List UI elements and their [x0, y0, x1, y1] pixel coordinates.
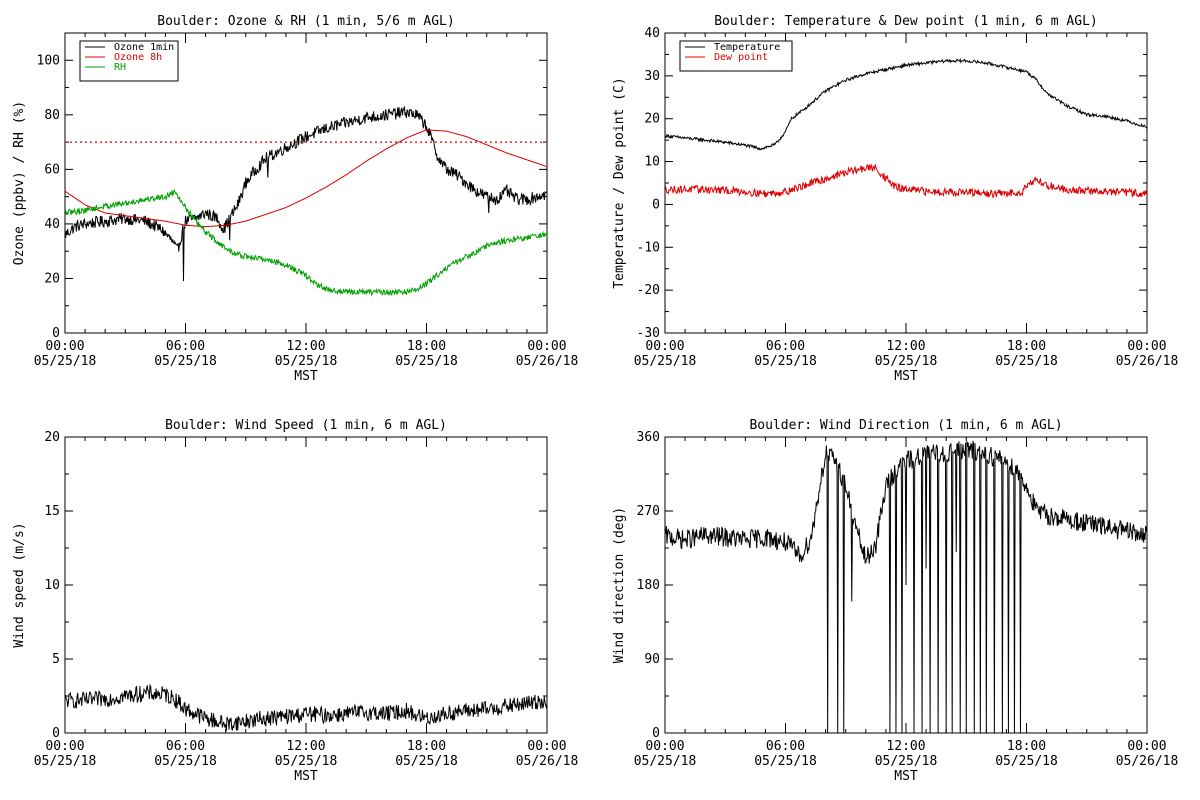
y-tick-label: 0 [52, 726, 60, 741]
x-tick-label-time: 12:00 [286, 739, 325, 754]
series-line-ozone-8h [65, 129, 547, 228]
chart-temp_dew: Boulder: Temperature & Dew point (1 min,… [612, 14, 1178, 384]
x-axis-label: MST [294, 369, 318, 384]
x-tick-label-time: 06:00 [766, 339, 805, 354]
y-tick-label: 30 [644, 69, 660, 84]
x-tick-label-date: 05/25/18 [995, 354, 1058, 369]
x-tick-label-time: 00:00 [1127, 739, 1166, 754]
x-tick-label-date: 05/25/18 [395, 754, 458, 769]
x-tick-label-time: 12:00 [886, 739, 925, 754]
y-axis-label: Wind speed (m/s) [12, 522, 27, 647]
x-tick-label-date: 05/25/18 [875, 354, 938, 369]
x-tick-label-date: 05/25/18 [275, 754, 338, 769]
y-tick-label: 15 [44, 504, 60, 519]
y-tick-label: 90 [644, 652, 660, 667]
x-tick-label-date: 05/25/18 [634, 354, 697, 369]
x-tick-label-time: 18:00 [1007, 339, 1046, 354]
y-tick-label: -30 [637, 326, 660, 341]
legend-box [679, 40, 793, 72]
y-tick-label: 180 [637, 578, 660, 593]
x-tick-label-date: 05/25/18 [34, 754, 97, 769]
chart-wind_speed: Boulder: Wind Speed (1 min, 6 m AGL) 0 5 10… [12, 418, 578, 784]
x-tick-label-date: 05/26/18 [1116, 754, 1179, 769]
series-line-temperature [665, 57, 1147, 151]
y-axis-label: Temperature / Dew point (C) [612, 77, 627, 288]
y-tick-label: 20 [44, 430, 60, 445]
x-tick-label-date: 05/25/18 [754, 354, 817, 369]
y-tick-label: 5 [52, 652, 60, 667]
x-tick-label-date: 05/25/18 [634, 754, 697, 769]
series-line-data [665, 440, 1147, 733]
x-tick-label-time: 06:00 [166, 739, 205, 754]
y-tick-label: 40 [644, 26, 660, 41]
x-tick-label-date: 05/25/18 [275, 354, 338, 369]
legend-label: Ozone 1min [114, 42, 174, 53]
x-tick-label-date: 05/25/18 [395, 354, 458, 369]
y-tick-label: 0 [652, 726, 660, 741]
y-tick-label: 100 [37, 53, 60, 68]
y-tick-label: 20 [644, 112, 660, 127]
legend-label: Dew point [714, 52, 768, 63]
x-tick-label-time: 00:00 [45, 739, 84, 754]
series-line-data [65, 683, 547, 732]
x-tick-label-date: 05/26/18 [1116, 354, 1179, 369]
x-tick-label-time: 00:00 [1127, 339, 1166, 354]
y-axis-label: Ozone (ppbv) / RH (%) [12, 101, 27, 265]
x-tick-label-date: 05/25/18 [995, 754, 1058, 769]
x-tick-label-time: 18:00 [407, 339, 446, 354]
x-tick-label-time: 00:00 [527, 339, 566, 354]
y-tick-label: -20 [637, 283, 660, 298]
x-tick-label-date: 05/25/18 [154, 754, 217, 769]
x-tick-label-time: 00:00 [645, 739, 684, 754]
x-tick-label-time: 18:00 [1007, 739, 1046, 754]
x-tick-label-date: 05/26/18 [516, 354, 579, 369]
chart-title: Boulder: Ozone & RH (1 min, 5/6 m AGL) [157, 14, 454, 29]
x-tick-label-time: 00:00 [45, 339, 84, 354]
series-line-dew-point [665, 163, 1147, 199]
y-tick-label: 270 [637, 504, 660, 519]
chart-title: Boulder: Wind Direction (1 min, 6 m AGL) [749, 418, 1062, 433]
x-tick-label-date: 05/25/18 [875, 754, 938, 769]
x-axis-label: MST [894, 369, 918, 384]
series-line-ozone-1min [65, 106, 547, 282]
y-tick-label: 80 [44, 108, 60, 123]
x-tick-label-date: 05/26/18 [516, 754, 579, 769]
x-tick-label-date: 05/25/18 [34, 354, 97, 369]
chart-title: Boulder: Temperature & Dew point (1 min,… [714, 14, 1098, 29]
chart-wind_dir: Boulder: Wind Direction (1 min, 6 m AGL)… [612, 418, 1178, 784]
x-axis-label: MST [894, 769, 918, 784]
y-tick-label: 20 [44, 271, 60, 286]
x-tick-label-time: 06:00 [766, 739, 805, 754]
series-line-rh [65, 188, 547, 297]
x-axis-label: MST [294, 769, 318, 784]
x-tick-label-time: 00:00 [645, 339, 684, 354]
x-tick-label-date: 05/25/18 [154, 354, 217, 369]
legend-label: RH [114, 62, 126, 73]
y-tick-label: 360 [637, 430, 660, 445]
y-tick-label: -10 [637, 240, 660, 255]
y-tick-label: 0 [652, 197, 660, 212]
x-tick-label-time: 06:00 [166, 339, 205, 354]
x-tick-label-time: 18:00 [407, 739, 446, 754]
y-tick-label: 10 [644, 155, 660, 170]
y-tick-label: 60 [44, 162, 60, 177]
chart-title: Boulder: Wind Speed (1 min, 6 m AGL) [165, 418, 447, 433]
legend-box [79, 40, 179, 82]
x-tick-label-date: 05/25/18 [754, 754, 817, 769]
y-tick-label: 0 [52, 326, 60, 341]
chart-ozone_rh: Boulder: Ozone & RH (1 min, 5/6 m AGL) 0 2… [12, 14, 578, 384]
legend-label: Temperature [714, 42, 780, 53]
y-tick-label: 40 [44, 217, 60, 232]
x-tick-label-time: 00:00 [527, 739, 566, 754]
legend-label: Ozone 8h [114, 52, 162, 63]
y-tick-label: 10 [44, 578, 60, 593]
x-tick-label-time: 12:00 [886, 339, 925, 354]
y-axis-label: Wind direction (deg) [612, 507, 627, 664]
x-tick-label-time: 12:00 [286, 339, 325, 354]
